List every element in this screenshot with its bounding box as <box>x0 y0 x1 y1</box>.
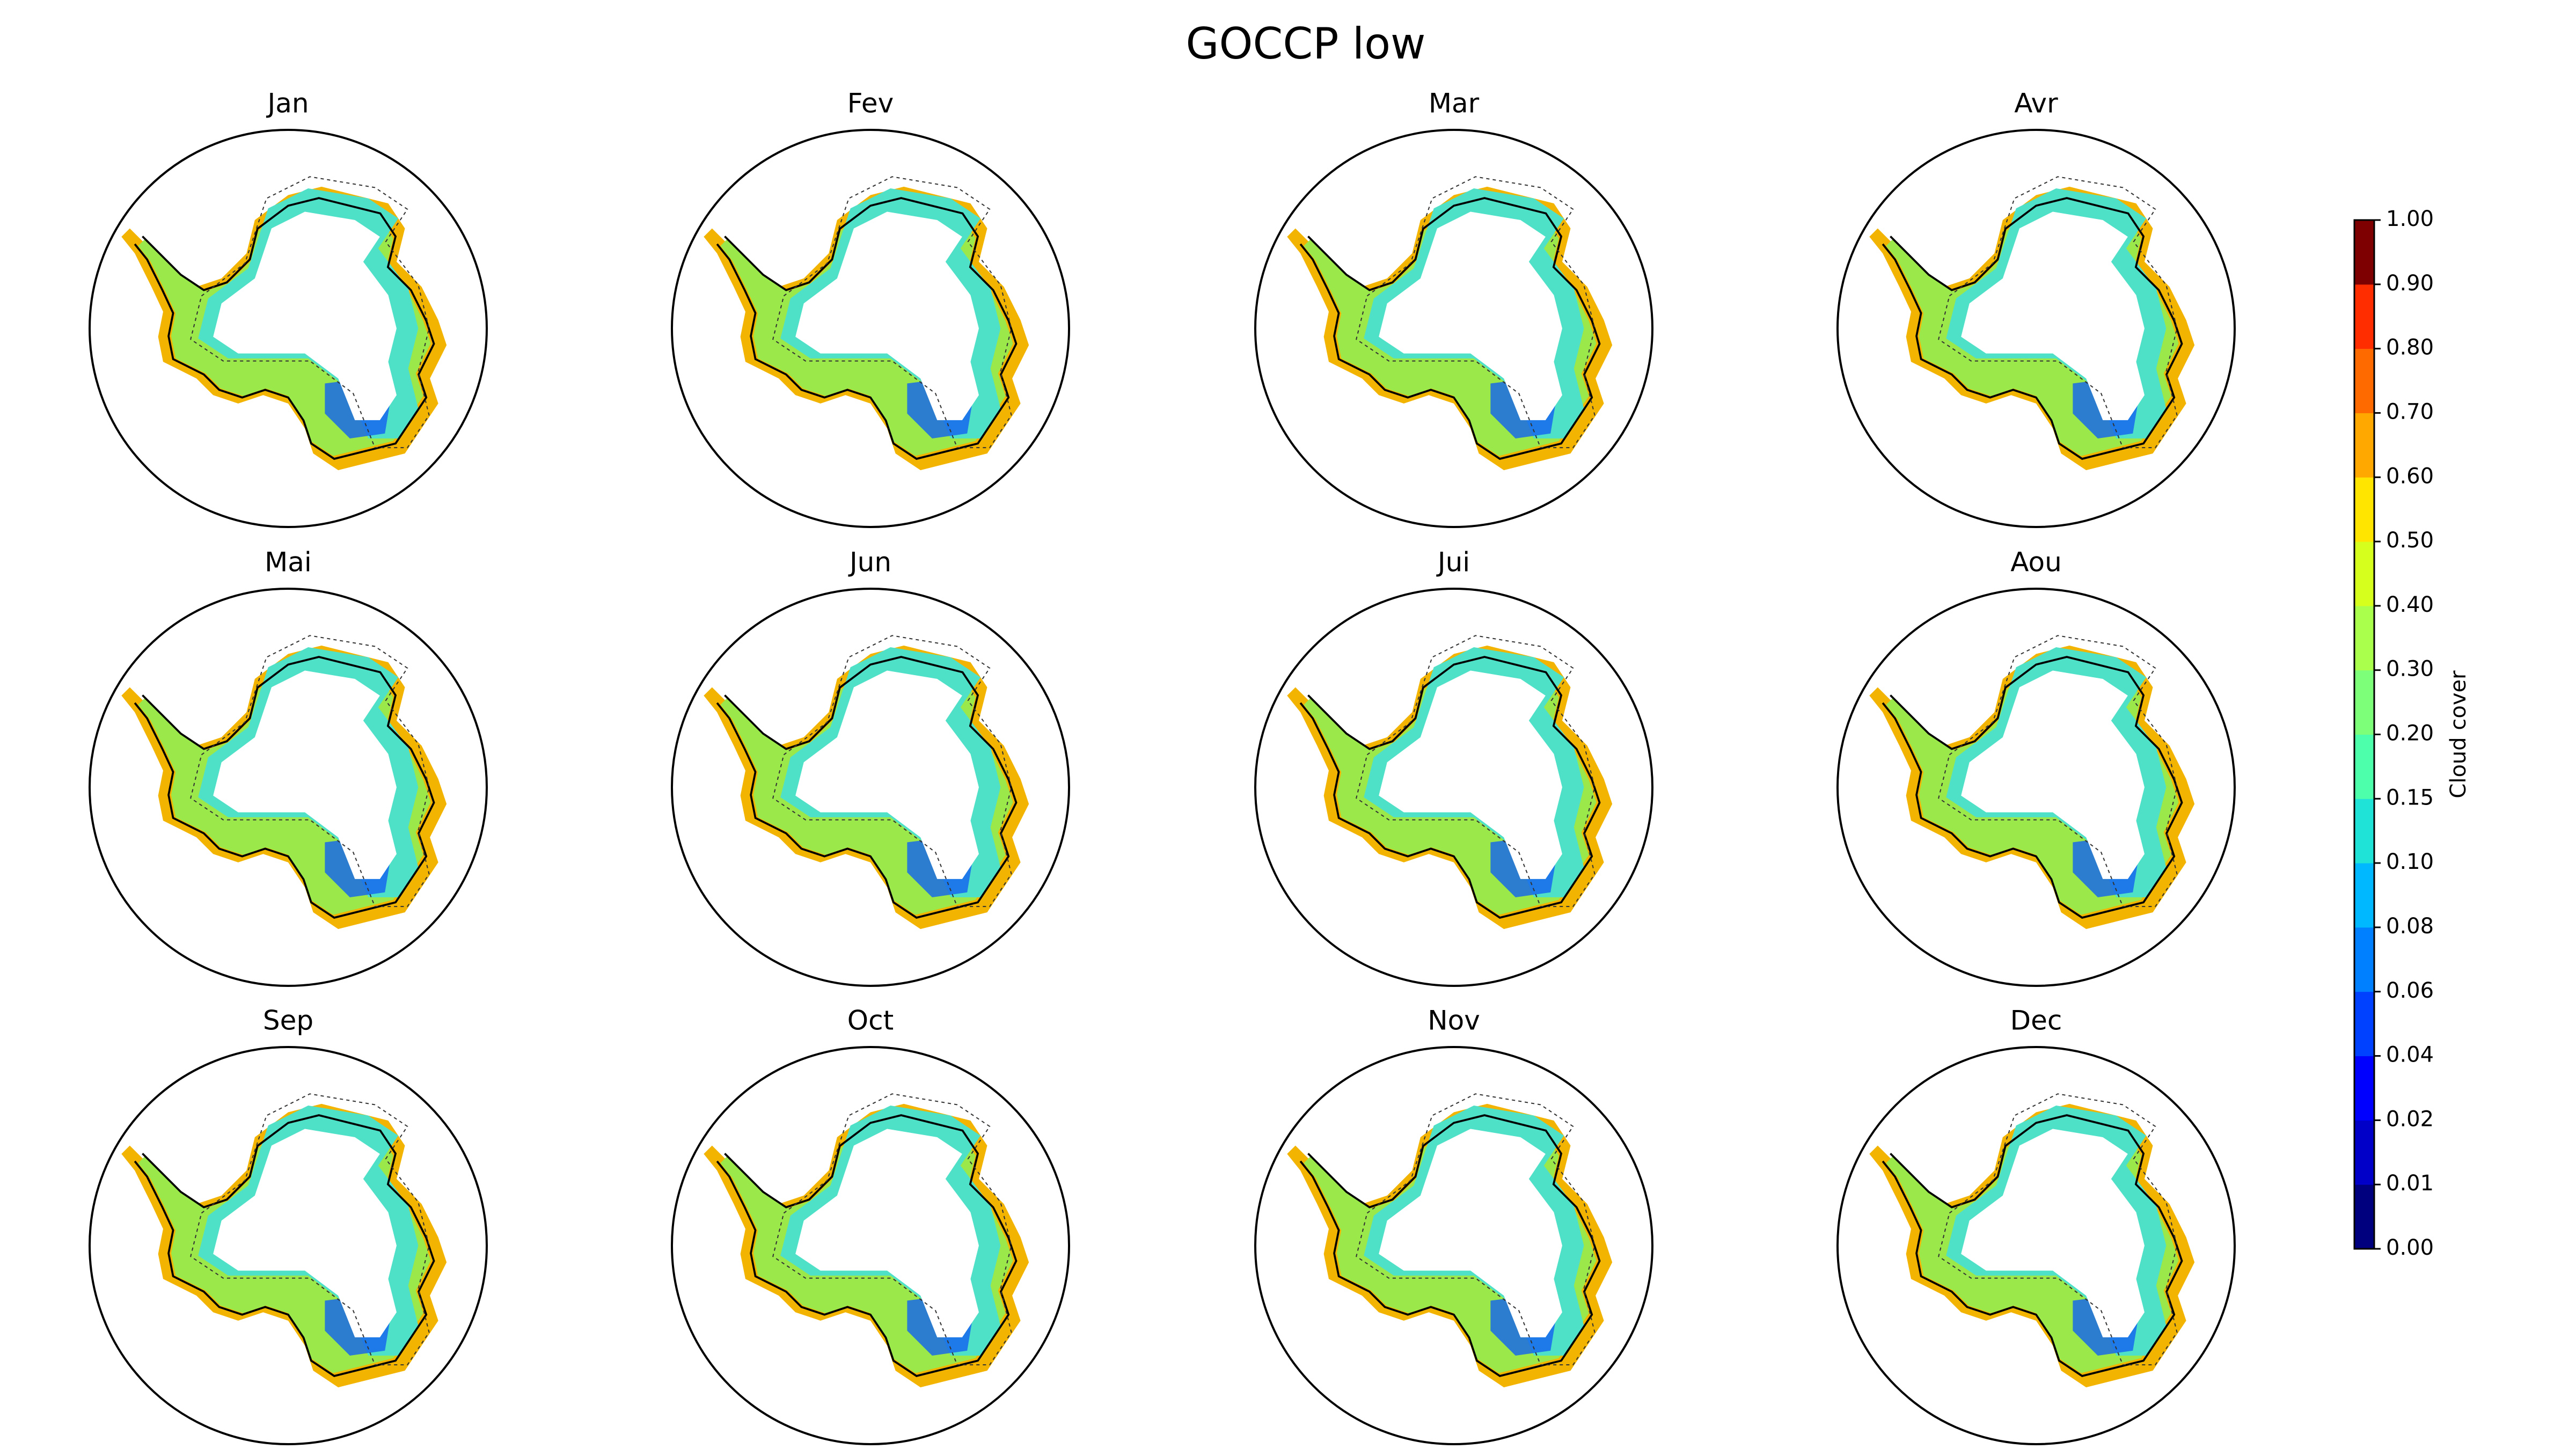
colorbar-tick-label: 0.90 <box>2386 271 2434 296</box>
panel-title: Jan <box>266 88 309 119</box>
panel-title: Avr <box>2014 88 2058 119</box>
colorbar-band <box>2354 284 2374 349</box>
map-panel: Oct <box>671 1005 1070 1445</box>
colorbar-band <box>2354 991 2374 1057</box>
colorbar-band <box>2354 348 2374 413</box>
colorbar-tick-label: 0.70 <box>2386 399 2434 424</box>
colorbar-tick-label: 0.50 <box>2386 528 2434 553</box>
colorbar-tick-label: 0.15 <box>2386 785 2434 810</box>
colorbar-tick-label: 0.01 <box>2386 1171 2434 1196</box>
colorbar-band <box>2354 413 2374 478</box>
panel-title: Jun <box>848 547 891 578</box>
colorbar-tick-label: 0.20 <box>2386 721 2434 746</box>
colorbar-tick-label: 0.00 <box>2386 1235 2434 1260</box>
map-panel: Avr <box>1836 88 2236 528</box>
colorbar-tick-label: 0.40 <box>2386 592 2434 617</box>
colorbar-tick-label: 0.60 <box>2386 464 2434 488</box>
map-panel: Mar <box>1254 88 1653 528</box>
map-panel: Jui <box>1254 547 1653 987</box>
map-panel: Mai <box>89 547 488 987</box>
map-panel: Jun <box>671 547 1070 987</box>
colorbar-band <box>2354 1184 2374 1249</box>
colorbar-tick-label: 0.08 <box>2386 914 2434 939</box>
map-panel: Nov <box>1254 1005 1653 1445</box>
colorbar-tick-label: 1.00 <box>2386 207 2434 231</box>
colorbar-band <box>2354 799 2374 863</box>
map-panel: Fev <box>671 88 1070 528</box>
panel-title: Sep <box>263 1005 313 1036</box>
panels: Jan Fev Mar Avr Mai Jun Jui Aou Sep Oct Nov Dec <box>89 88 2236 1445</box>
colorbar-band <box>2354 477 2374 542</box>
panel-title: Mai <box>265 547 312 578</box>
colorbar-tick-label: 0.02 <box>2386 1107 2434 1131</box>
colorbar-band <box>2354 605 2374 671</box>
panel-title: Fev <box>847 88 894 119</box>
panel-title: Nov <box>1428 1005 1480 1036</box>
panel-title: Jui <box>1436 547 1470 578</box>
colorbar-tick-label: 0.06 <box>2386 978 2434 1003</box>
colorbar-band <box>2354 927 2374 992</box>
map-panel: Sep <box>89 1005 488 1445</box>
map-panel: Dec <box>1836 1005 2236 1445</box>
colorbar-band <box>2354 220 2374 285</box>
map-panel: Jan <box>89 88 488 528</box>
colorbar-tick-label: 0.10 <box>2386 850 2434 874</box>
panel-title: Mar <box>1429 88 1480 119</box>
colorbar-band <box>2354 541 2374 606</box>
figure-title: GOCCP low <box>1186 19 1426 69</box>
panel-title: Dec <box>2010 1005 2062 1036</box>
colorbar-band <box>2354 1056 2374 1121</box>
colorbar-tick-label: 0.04 <box>2386 1043 2434 1067</box>
panel-title: Aou <box>2010 547 2062 578</box>
colorbar-tick-label: 0.30 <box>2386 657 2434 682</box>
panel-title: Oct <box>847 1005 894 1036</box>
map-panel: Aou <box>1836 547 2236 987</box>
colorbar-band <box>2354 1120 2374 1185</box>
colorbar-label: Cloud cover <box>2446 670 2471 799</box>
colorbar-band <box>2354 734 2374 799</box>
colorbar: 0.00 0.01 0.02 0.04 0.06 0.08 0.10 0.15 0.20 0.30… <box>2353 207 2471 1260</box>
colorbar-tick-label: 0.80 <box>2386 335 2434 360</box>
colorbar-band <box>2354 863 2374 928</box>
colorbar-band <box>2354 670 2374 735</box>
